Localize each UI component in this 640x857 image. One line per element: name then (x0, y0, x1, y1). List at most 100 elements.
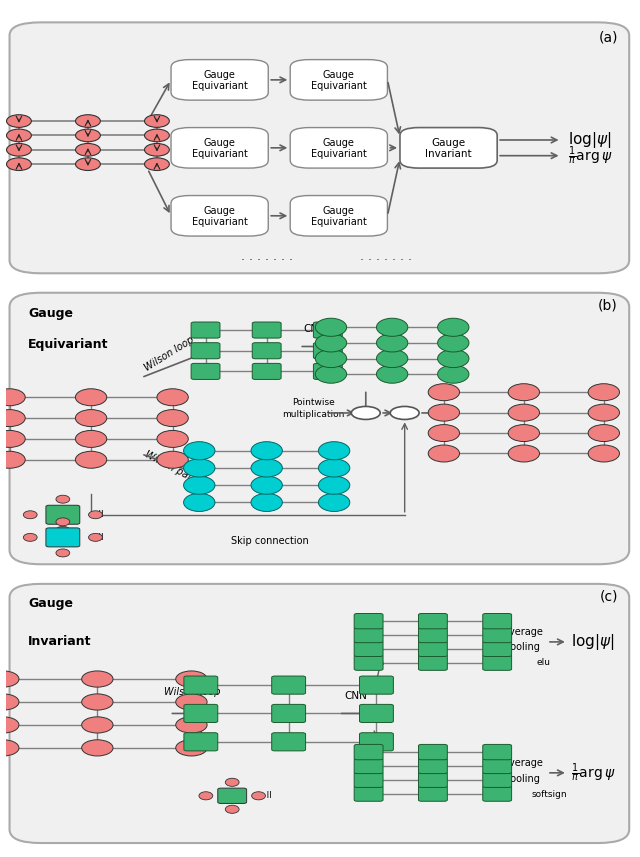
Ellipse shape (438, 365, 469, 383)
Ellipse shape (184, 441, 215, 460)
Ellipse shape (184, 476, 215, 494)
Text: Gauge: Gauge (28, 307, 74, 320)
Ellipse shape (428, 445, 460, 462)
Ellipse shape (82, 671, 113, 687)
FancyBboxPatch shape (483, 655, 511, 670)
Text: Invariant: Invariant (425, 148, 472, 159)
Ellipse shape (145, 129, 170, 141)
FancyBboxPatch shape (419, 641, 447, 656)
Text: . . . . . . .: . . . . . . . (241, 249, 292, 263)
Ellipse shape (56, 495, 70, 503)
Ellipse shape (0, 671, 19, 687)
Text: Gauge: Gauge (323, 70, 355, 81)
Text: (b): (b) (598, 298, 618, 313)
Ellipse shape (157, 410, 188, 427)
Ellipse shape (76, 115, 100, 128)
Text: Wilson loop: Wilson loop (164, 687, 221, 698)
Ellipse shape (0, 716, 19, 733)
Text: Gauge: Gauge (204, 70, 236, 81)
FancyBboxPatch shape (10, 584, 629, 843)
Ellipse shape (316, 350, 347, 368)
Ellipse shape (251, 458, 282, 477)
FancyBboxPatch shape (400, 128, 497, 168)
Ellipse shape (316, 334, 347, 352)
Ellipse shape (376, 318, 408, 336)
Text: Wilson loop: Wilson loop (143, 334, 196, 373)
Ellipse shape (23, 511, 37, 518)
Text: softsign: softsign (532, 790, 568, 799)
Text: $\frac{1}{\pi}\arg\psi$: $\frac{1}{\pi}\arg\psi$ (571, 761, 616, 784)
Ellipse shape (157, 430, 188, 447)
FancyBboxPatch shape (354, 614, 383, 629)
Ellipse shape (157, 452, 188, 468)
Ellipse shape (184, 458, 215, 477)
Text: Gauge: Gauge (204, 138, 236, 148)
Ellipse shape (428, 405, 460, 421)
FancyBboxPatch shape (184, 676, 218, 694)
FancyBboxPatch shape (360, 733, 394, 751)
Ellipse shape (56, 549, 70, 557)
Text: Gauge: Gauge (323, 138, 355, 148)
Text: $\log|\psi|$: $\log|\psi|$ (568, 130, 611, 150)
FancyBboxPatch shape (419, 627, 447, 643)
Text: Invariant: Invariant (28, 635, 92, 648)
Text: Equivariant: Equivariant (28, 338, 109, 351)
FancyBboxPatch shape (483, 772, 511, 788)
Ellipse shape (225, 806, 239, 813)
Text: x: x (362, 408, 369, 418)
FancyBboxPatch shape (354, 745, 383, 760)
Ellipse shape (438, 334, 469, 352)
Ellipse shape (145, 158, 170, 171)
FancyBboxPatch shape (354, 641, 383, 656)
Text: Equivariant: Equivariant (192, 148, 248, 159)
FancyBboxPatch shape (191, 322, 220, 338)
Text: Equivariant: Equivariant (311, 217, 367, 226)
FancyBboxPatch shape (290, 128, 387, 168)
Ellipse shape (0, 430, 25, 447)
Text: Average: Average (504, 758, 543, 769)
Ellipse shape (82, 694, 113, 710)
Ellipse shape (588, 445, 620, 462)
Ellipse shape (225, 778, 239, 787)
Ellipse shape (376, 365, 408, 383)
Text: . . . . . . .: . . . . . . . (360, 249, 412, 263)
Text: Equivariant: Equivariant (311, 148, 367, 159)
FancyBboxPatch shape (354, 772, 383, 788)
Ellipse shape (145, 143, 170, 156)
Ellipse shape (76, 129, 100, 141)
Ellipse shape (6, 115, 31, 128)
Ellipse shape (319, 494, 350, 512)
Text: = II: = II (88, 533, 103, 542)
Ellipse shape (316, 365, 347, 383)
Text: Gauge: Gauge (431, 138, 466, 148)
Text: Equivariant: Equivariant (192, 81, 248, 91)
FancyBboxPatch shape (419, 745, 447, 760)
Text: Equivariant: Equivariant (311, 81, 367, 91)
FancyBboxPatch shape (360, 704, 394, 722)
Text: $\log|\psi|$: $\log|\psi|$ (571, 632, 614, 652)
Text: elu: elu (536, 657, 550, 667)
Text: (a): (a) (598, 30, 618, 45)
Ellipse shape (76, 430, 107, 447)
Text: Gauge: Gauge (204, 206, 236, 216)
Ellipse shape (428, 384, 460, 401)
Ellipse shape (176, 694, 207, 710)
FancyBboxPatch shape (354, 655, 383, 670)
FancyBboxPatch shape (483, 758, 511, 774)
FancyBboxPatch shape (314, 363, 342, 380)
FancyBboxPatch shape (354, 758, 383, 774)
FancyBboxPatch shape (191, 363, 220, 380)
Ellipse shape (76, 158, 100, 171)
Ellipse shape (76, 452, 107, 468)
FancyBboxPatch shape (171, 195, 268, 236)
Ellipse shape (23, 533, 37, 542)
Ellipse shape (176, 740, 207, 756)
Ellipse shape (0, 740, 19, 756)
FancyBboxPatch shape (184, 733, 218, 751)
Ellipse shape (88, 533, 102, 542)
FancyBboxPatch shape (252, 322, 281, 338)
Ellipse shape (0, 694, 19, 710)
Ellipse shape (376, 334, 408, 352)
FancyBboxPatch shape (314, 322, 342, 338)
Ellipse shape (0, 389, 25, 405)
